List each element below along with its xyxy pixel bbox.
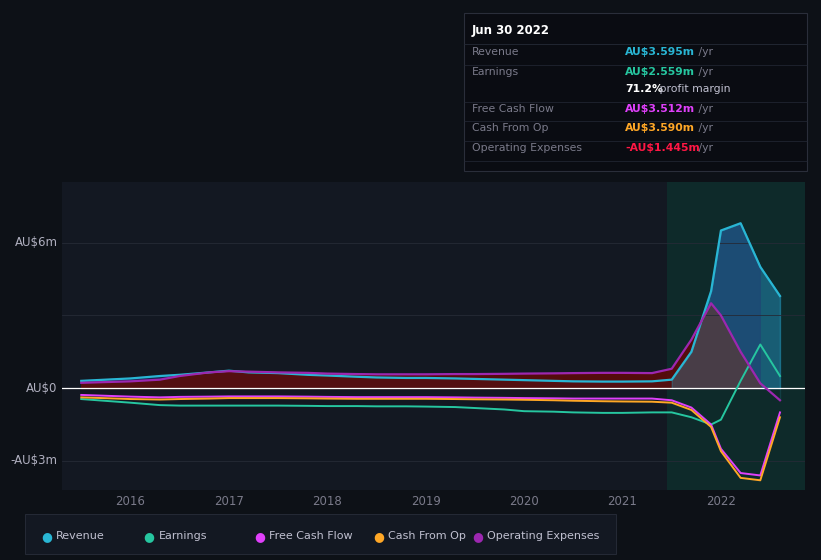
- Text: Cash From Op: Cash From Op: [472, 123, 548, 133]
- Text: AU$3.590m: AU$3.590m: [625, 123, 695, 133]
- Text: /yr: /yr: [695, 104, 713, 114]
- Text: AU$2.559m: AU$2.559m: [625, 67, 695, 77]
- Text: AU$6m: AU$6m: [15, 236, 57, 249]
- Text: Earnings: Earnings: [158, 531, 207, 542]
- Bar: [667, 182, 805, 490]
- Text: Operating Expenses: Operating Expenses: [472, 143, 582, 153]
- Text: 71.2%: 71.2%: [625, 84, 663, 94]
- Text: ●: ●: [41, 530, 52, 543]
- Text: Jun 30 2022: Jun 30 2022: [472, 24, 550, 37]
- Text: /yr: /yr: [695, 67, 713, 77]
- Text: Free Cash Flow: Free Cash Flow: [269, 531, 353, 542]
- Text: AU$3.595m: AU$3.595m: [625, 48, 695, 57]
- Text: /yr: /yr: [695, 143, 713, 153]
- Text: ●: ●: [374, 530, 384, 543]
- Text: Earnings: Earnings: [472, 67, 519, 77]
- Text: ●: ●: [144, 530, 154, 543]
- Text: profit margin: profit margin: [656, 84, 731, 94]
- Text: Revenue: Revenue: [56, 531, 104, 542]
- Text: Operating Expenses: Operating Expenses: [487, 531, 599, 542]
- Text: Free Cash Flow: Free Cash Flow: [472, 104, 554, 114]
- Text: /yr: /yr: [695, 123, 713, 133]
- Text: Revenue: Revenue: [472, 48, 520, 57]
- Text: /yr: /yr: [695, 48, 713, 57]
- Text: ●: ●: [472, 530, 483, 543]
- Text: Cash From Op: Cash From Op: [388, 531, 466, 542]
- Text: -AU$3m: -AU$3m: [11, 454, 57, 468]
- Text: AU$3.512m: AU$3.512m: [625, 104, 695, 114]
- Text: -AU$1.445m: -AU$1.445m: [625, 143, 700, 153]
- Text: ●: ●: [255, 530, 265, 543]
- Text: AU$0: AU$0: [26, 382, 57, 395]
